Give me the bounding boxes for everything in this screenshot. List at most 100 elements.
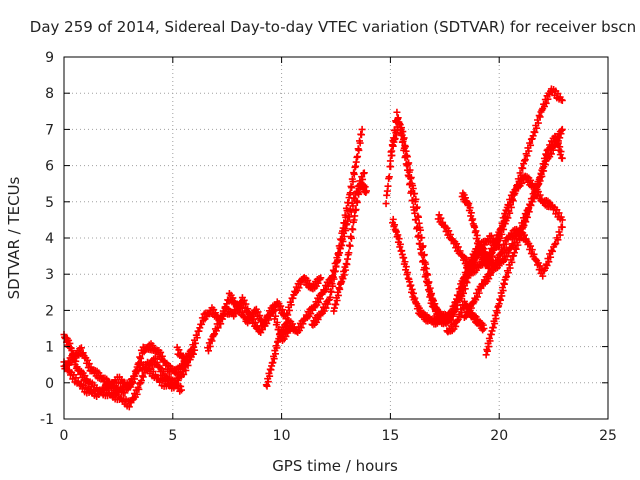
data-point xyxy=(508,258,516,266)
data-point xyxy=(400,254,408,262)
data-point xyxy=(525,147,533,155)
data-point xyxy=(520,157,528,165)
data-point xyxy=(330,275,338,283)
data-point xyxy=(254,308,262,316)
y-tick-label: 4 xyxy=(45,231,54,247)
data-point xyxy=(343,207,351,215)
data-point xyxy=(174,376,182,384)
data-point xyxy=(136,353,144,361)
data-point xyxy=(536,262,544,270)
data-point xyxy=(277,302,285,310)
data-point xyxy=(327,288,335,296)
data-point xyxy=(238,308,246,316)
data-point xyxy=(452,322,460,330)
data-point xyxy=(389,215,397,223)
data-point xyxy=(489,324,497,332)
series-trace-7 xyxy=(308,125,366,329)
data-point xyxy=(420,251,428,259)
data-point xyxy=(349,178,357,186)
data-point xyxy=(386,157,394,165)
data-point xyxy=(153,358,161,366)
data-point xyxy=(270,306,278,314)
data-point xyxy=(547,253,555,261)
data-point xyxy=(486,337,494,345)
data-point xyxy=(521,156,529,164)
data-point xyxy=(278,306,286,314)
data-point xyxy=(431,300,439,308)
series-trace-14 xyxy=(482,132,566,359)
data-point xyxy=(556,143,564,151)
data-point xyxy=(458,309,466,317)
y-axis-ticks: -1 0 1 2 3 4 5 6 7 8 9 xyxy=(40,50,608,428)
data-point xyxy=(172,381,180,389)
data-point xyxy=(314,279,322,287)
data-point xyxy=(446,231,454,239)
data-point xyxy=(195,327,203,335)
data-point xyxy=(437,214,445,222)
data-point xyxy=(407,281,415,289)
data-point xyxy=(337,236,345,244)
data-point xyxy=(480,325,488,332)
data-point xyxy=(260,322,268,330)
data-point xyxy=(504,269,512,277)
data-point xyxy=(340,219,348,227)
data-point xyxy=(158,352,166,360)
data-point xyxy=(533,185,541,193)
x-tick-label: 20 xyxy=(490,428,508,444)
data-point xyxy=(483,347,491,355)
data-point xyxy=(416,226,424,234)
y-tick-label: 5 xyxy=(45,195,54,211)
data-point xyxy=(263,382,271,390)
data-point xyxy=(467,209,475,217)
data-point xyxy=(272,350,280,358)
data-point xyxy=(349,226,357,234)
data-point xyxy=(491,264,499,272)
data-point xyxy=(81,372,89,380)
data-point xyxy=(235,303,243,311)
data-point xyxy=(501,212,509,220)
y-tick-label: 0 xyxy=(45,376,54,392)
data-point xyxy=(356,139,364,147)
data-point xyxy=(137,377,145,385)
y-tick-label: 7 xyxy=(45,122,54,138)
data-point xyxy=(503,273,511,281)
data-point xyxy=(523,152,531,160)
data-point xyxy=(539,272,547,280)
data-point xyxy=(493,239,501,247)
data-point xyxy=(475,289,483,297)
data-point xyxy=(494,235,502,243)
data-point xyxy=(424,271,432,279)
data-point xyxy=(536,191,544,199)
data-point xyxy=(498,292,506,300)
data-point xyxy=(324,300,332,308)
data-point xyxy=(551,241,559,249)
y-tick-label: 3 xyxy=(45,267,54,283)
data-point xyxy=(185,351,193,359)
data-point xyxy=(403,153,411,161)
data-point xyxy=(545,258,553,266)
data-point xyxy=(346,242,354,250)
data-point xyxy=(412,195,420,203)
data-point xyxy=(360,181,368,189)
data-point xyxy=(425,278,433,286)
data-point xyxy=(397,124,405,132)
data-point xyxy=(477,284,485,292)
data-point xyxy=(528,246,536,254)
data-point xyxy=(280,327,288,335)
data-point xyxy=(535,112,543,120)
data-point xyxy=(384,182,392,190)
data-point xyxy=(362,187,370,195)
data-point xyxy=(419,242,427,250)
data-point xyxy=(534,119,542,127)
data-point xyxy=(549,247,557,255)
data-point xyxy=(514,241,522,249)
data-point xyxy=(465,200,473,208)
data-point xyxy=(447,316,455,324)
data-point xyxy=(315,298,323,306)
data-point xyxy=(216,320,224,328)
data-point xyxy=(354,153,362,161)
data-point xyxy=(126,383,134,391)
data-point xyxy=(391,126,399,134)
data-point xyxy=(353,198,361,206)
data-point xyxy=(332,301,340,309)
